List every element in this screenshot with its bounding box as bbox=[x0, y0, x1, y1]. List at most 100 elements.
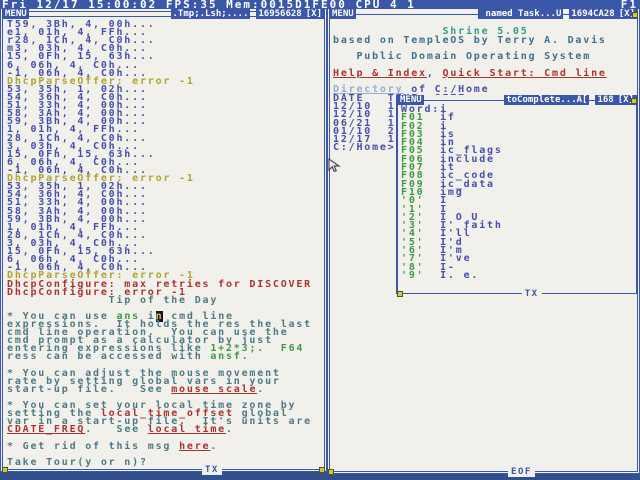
text-span: 6, 06h, 4, C0h... bbox=[7, 59, 140, 71]
text-span: DhcpConfigure: max retries for DISCOVER bbox=[7, 278, 312, 290]
popup-titlebar: MENU toComplete...A[ 168 [X] bbox=[398, 95, 636, 105]
console-window: MENU .Tmp;.Lsh;.... 16956628 [X] T59, 3B… bbox=[0, 9, 327, 475]
resize-handle[interactable] bbox=[632, 12, 638, 18]
resize-handle[interactable] bbox=[2, 467, 8, 473]
text-span: var in a start-up file. It's units are bbox=[7, 416, 312, 428]
text-span: -1, 06h, 4, C0h... bbox=[7, 164, 148, 176]
text-row: '3' I' faith bbox=[401, 220, 636, 232]
text-row: CDATE_FREQ. See local time. bbox=[7, 424, 324, 436]
text-span: I'm bbox=[424, 245, 464, 257]
text-span: is bbox=[424, 128, 456, 140]
text-span: 28, 1Ch, 4, C0h... bbox=[7, 132, 148, 144]
text-span: 6, 06h, 4, C0h... bbox=[7, 156, 140, 168]
text-span: it bbox=[424, 162, 456, 174]
text-row: 28, 1Ch, 4, C0h... bbox=[7, 230, 324, 240]
autocomplete-list: Word:i F01 if F02 i F03 is F04 in F05 ic_flag… bbox=[398, 105, 636, 281]
text-span: I' faith bbox=[424, 220, 503, 232]
status-f1-indicator[interactable]: F1 bbox=[620, 0, 638, 11]
text-span: T59, 3Bh, 4, 00h... bbox=[7, 19, 156, 30]
text-span: img bbox=[424, 186, 464, 198]
resize-handle[interactable] bbox=[397, 291, 403, 297]
link[interactable]: mouse scale bbox=[171, 383, 258, 395]
text-span: F10 bbox=[401, 186, 425, 198]
text-row: -1, 06h, 4, C0h... bbox=[7, 164, 324, 176]
text-row: 58, 3Ah, 4, 00h... bbox=[7, 206, 324, 216]
text-row: Word:i bbox=[401, 105, 636, 115]
text-span: F08 bbox=[401, 170, 425, 182]
text-row: 6, 06h, 4, C0h... bbox=[7, 59, 324, 71]
close-button[interactable]: [X] bbox=[615, 95, 636, 105]
text-span: i bbox=[424, 120, 448, 132]
window-title[interactable]: .Tmp;.Lsh;.... bbox=[170, 9, 251, 19]
doc-body: Shrine 5.05 based on TempleOS by Terry A.… bbox=[330, 19, 637, 154]
text-row: 15, 0Fh, 15, 63h... bbox=[7, 52, 324, 62]
text-row: * You can use ans in cmd line bbox=[7, 310, 324, 322]
text-span: r28, 1Ch, 4, C0h... bbox=[7, 35, 156, 47]
text-row: 58, 3Ah, 4, 00h... bbox=[7, 109, 324, 119]
text-row: 51, 33h, 4, 00h... bbox=[7, 101, 324, 111]
text-span: F09 bbox=[401, 178, 425, 190]
text-span: ic_flags bbox=[424, 145, 503, 157]
text-row: '0' I bbox=[401, 195, 636, 207]
text-row: DhcpParseOffer: error -1 bbox=[7, 271, 324, 281]
text-row: '6' I'm bbox=[401, 245, 636, 257]
text-span: e1, 01h, 4, FFh... bbox=[7, 27, 148, 39]
text-row: Shrine 5.05 bbox=[333, 27, 637, 37]
menu-button[interactable]: MENU bbox=[398, 95, 424, 105]
text-span: ans bbox=[116, 310, 140, 322]
text-row: expressions. It holds the res the last bbox=[7, 320, 324, 330]
tx-border-label: TX bbox=[521, 290, 542, 299]
text-span: F64 bbox=[280, 343, 305, 355]
text-row: 54, 36h, 4, C0h... bbox=[7, 92, 324, 102]
text-row: 54, 36h, 4, C0h... bbox=[7, 190, 324, 200]
text-row: * You can adjust the mouse movement bbox=[7, 367, 324, 379]
text-span: Tip of the Day bbox=[7, 294, 219, 306]
text-span: '8' bbox=[401, 261, 425, 273]
text-row: '8' I- bbox=[401, 261, 636, 273]
link[interactable]: here bbox=[179, 440, 211, 452]
text-row: e1, 01h, 4, FFh... bbox=[7, 27, 324, 39]
text-row: 28, 1Ch, 4, C0h... bbox=[7, 132, 324, 144]
text-row: '5' I'd bbox=[401, 236, 636, 248]
resize-handle[interactable] bbox=[319, 467, 325, 473]
menu-button[interactable]: MENU bbox=[330, 9, 356, 19]
link[interactable]: CDATE_FREQ bbox=[7, 424, 86, 436]
link[interactable]: Help & Index bbox=[333, 67, 427, 79]
menu-button[interactable]: MENU bbox=[3, 9, 29, 19]
text-row: based on TempleOS by Terry A. Davis bbox=[333, 35, 637, 45]
window-title[interactable]: named Task...U bbox=[478, 9, 564, 19]
close-button[interactable]: [X] bbox=[616, 9, 637, 19]
text-row: '7' I've bbox=[401, 254, 636, 264]
text-span: local_time_offset bbox=[100, 408, 234, 420]
text-row: * Get rid of this msg here. bbox=[7, 440, 324, 452]
window-mem-label: 1694CA28 bbox=[569, 9, 617, 19]
text-span bbox=[265, 343, 281, 354]
text-row: rate by setting global vars in your bbox=[7, 376, 324, 386]
resize-handle[interactable] bbox=[328, 469, 334, 475]
status-bar: Fri 12/17 15:00:02 FPS:35 Mem:0015D1FE00… bbox=[0, 0, 640, 11]
close-button[interactable]: [X] bbox=[303, 9, 324, 19]
text-row: Public Domain Operating System bbox=[333, 52, 637, 62]
text-row: 59, 3Bh, 4, 00h... bbox=[7, 116, 324, 128]
link[interactable]: Quick Start: Cmd line bbox=[442, 67, 607, 79]
text-span: '2' bbox=[401, 211, 425, 223]
text-row: 53, 35h, 1, 02h... bbox=[7, 182, 324, 192]
text-span: 59, 3Bh, 4, 00h... bbox=[7, 213, 148, 225]
text-span: I'd bbox=[424, 236, 464, 248]
text-span: setting the bbox=[7, 408, 101, 420]
text-span: 59, 3Bh, 4, 00h... bbox=[7, 116, 148, 128]
resize-handle[interactable] bbox=[631, 98, 637, 104]
text-span: '1' bbox=[401, 203, 425, 215]
text-row: F04 in bbox=[401, 138, 636, 148]
link[interactable]: Directory bbox=[333, 84, 404, 96]
text-span: '0' bbox=[401, 195, 425, 207]
title-border-line bbox=[589, 99, 596, 101]
text-row: r28, 1Ch, 4, C0h... bbox=[7, 35, 324, 47]
window-title[interactable]: toComplete...A[ bbox=[504, 95, 590, 105]
text-span: ic_code bbox=[424, 170, 495, 182]
text-span: * You can adjust the mouse movement bbox=[7, 367, 281, 379]
text-row: F05 ic_flags bbox=[401, 145, 636, 157]
link[interactable]: local time bbox=[147, 424, 227, 436]
text-row: cmd prompt as a calculator by just bbox=[7, 336, 324, 346]
